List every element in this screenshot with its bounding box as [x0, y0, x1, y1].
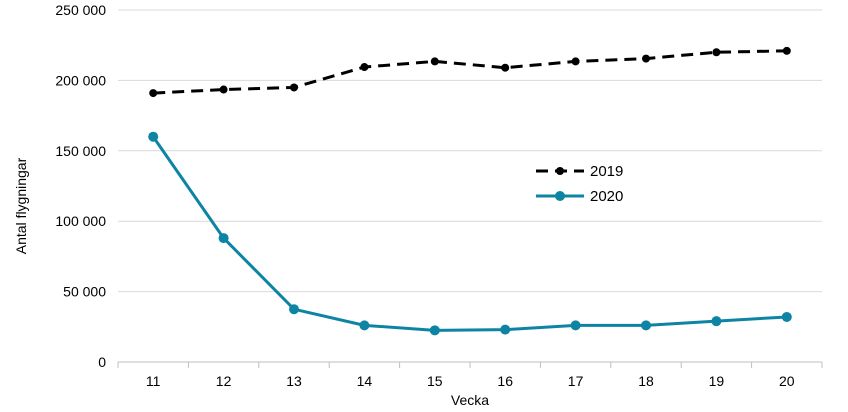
data-point [641, 320, 651, 331]
y-tick-label: 50 000 [63, 284, 106, 300]
data-point [359, 320, 370, 331]
data-point [430, 57, 439, 66]
legend-marker [556, 167, 564, 175]
y-tick-label: 200 000 [55, 72, 106, 88]
series [148, 46, 792, 336]
legend-marker [555, 191, 565, 201]
data-point [218, 233, 229, 244]
x-tick-label: 14 [357, 373, 373, 389]
y-tick-label: 0 [98, 354, 106, 370]
x-tick-label: 15 [427, 373, 443, 389]
y-tick-label: 150 000 [55, 143, 106, 159]
series-2019 [149, 46, 791, 98]
x-tick-label: 16 [497, 373, 513, 389]
y-tick-label: 250 000 [55, 2, 106, 18]
y-tick-label: 100 000 [55, 213, 106, 229]
x-axis-title: Vecka [451, 392, 489, 408]
legend-entry: 2019 [536, 163, 623, 180]
data-point [712, 48, 721, 57]
data-point [289, 304, 299, 315]
series-2020 [148, 131, 792, 336]
data-point [290, 83, 298, 92]
legend-entry: 2020 [536, 188, 623, 205]
data-point [782, 46, 791, 55]
x-tick-label: 18 [638, 373, 654, 389]
data-point [148, 131, 159, 142]
series-line [153, 49, 787, 95]
x-tick-label: 13 [286, 373, 302, 389]
data-point [781, 311, 792, 322]
legend: 2019 2020 [536, 163, 623, 205]
data-point [642, 54, 650, 63]
y-axis-title: Antal flygningar [13, 157, 29, 254]
data-point [500, 324, 511, 335]
legend-label: 2020 [590, 188, 623, 205]
data-point [149, 89, 158, 98]
data-point [501, 63, 510, 72]
x-tick-labels: 11 12 13 14 15 16 17 18 19 20 [146, 373, 795, 389]
x-tick-label: 17 [568, 373, 584, 389]
grid [118, 9, 822, 293]
y-tick-labels: 0 50 000 100 000 150 000 200 000 250 000 [55, 2, 106, 370]
data-point [570, 320, 581, 331]
x-tick-label: 11 [146, 373, 161, 389]
data-point [429, 325, 440, 336]
x-tick-label: 20 [779, 373, 795, 389]
data-point [360, 63, 369, 72]
data-point [711, 316, 722, 327]
legend-label: 2019 [590, 163, 623, 180]
data-point [571, 57, 580, 66]
series-line [151, 135, 787, 332]
data-point [219, 85, 228, 94]
x-tick-label: 19 [709, 373, 725, 389]
x-tick-label: 12 [216, 373, 232, 389]
axes [117, 361, 823, 368]
